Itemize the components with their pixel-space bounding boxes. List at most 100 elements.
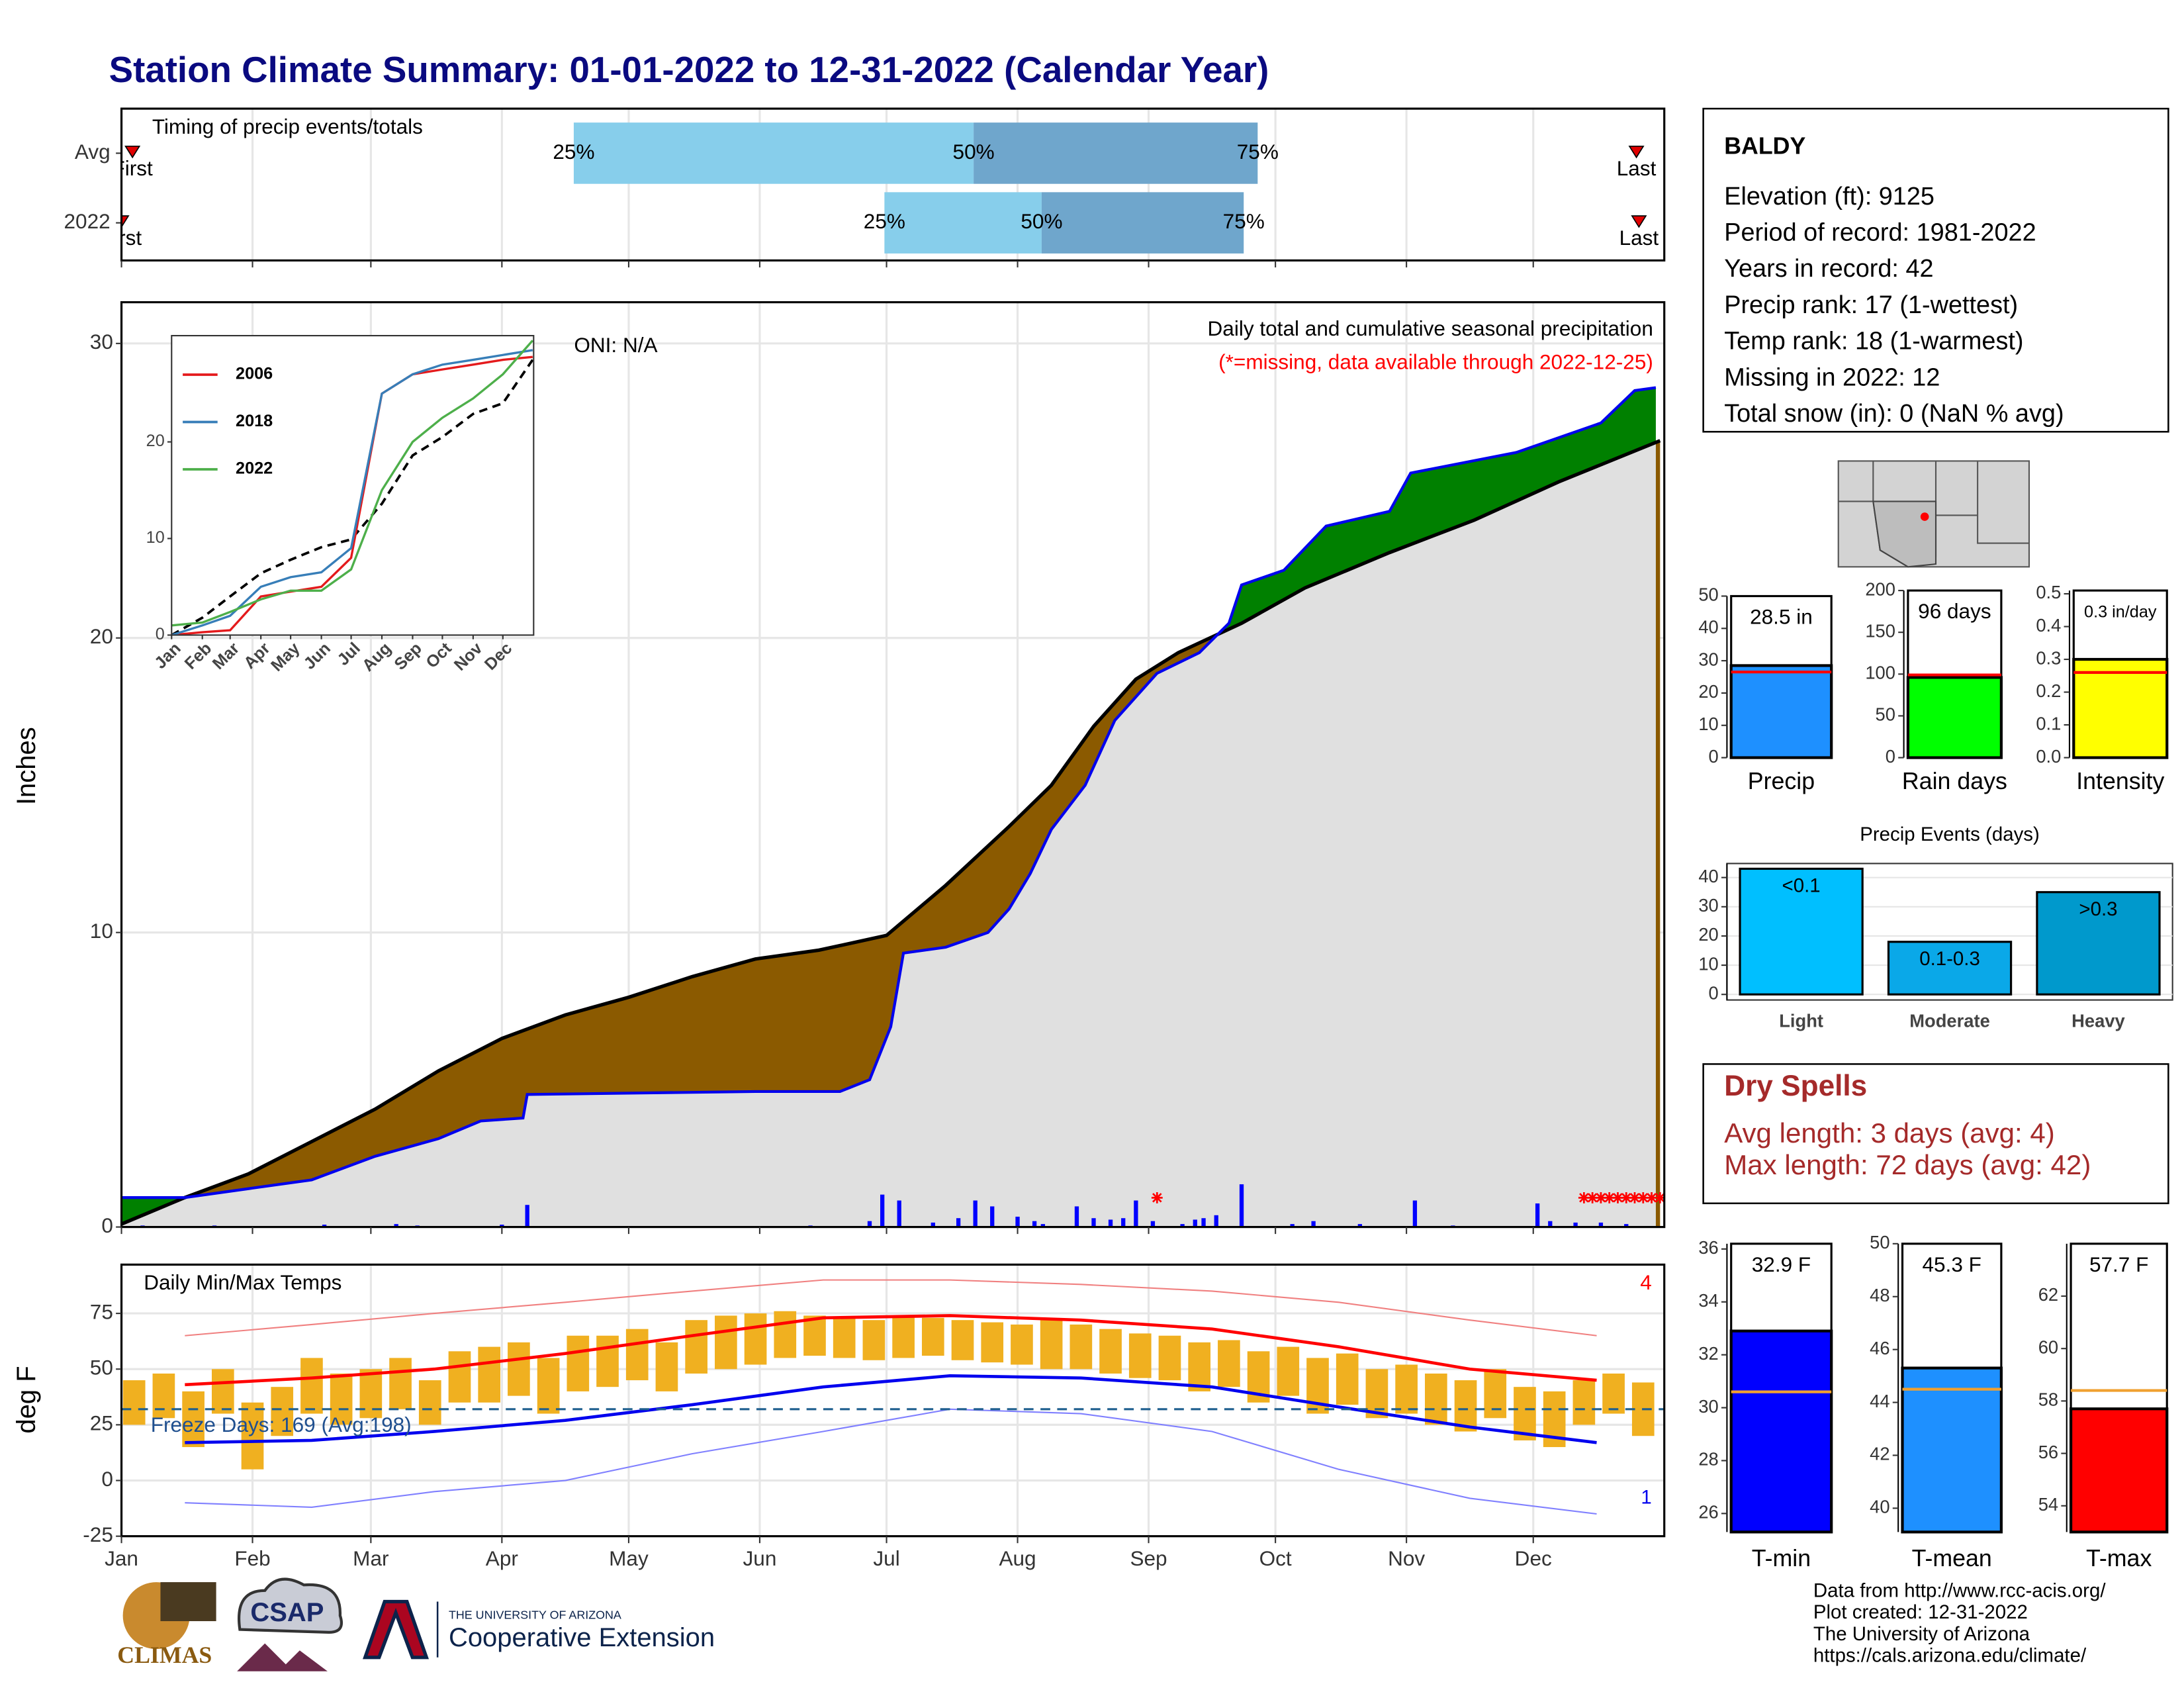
station-line: Years in record: 42 bbox=[1724, 255, 1933, 283]
daily-precip-bar bbox=[1357, 1224, 1363, 1227]
daily-precip-bar bbox=[1074, 1206, 1079, 1227]
logos: CLIMAS CSAP THE UNIVERSITY OF ARIZONA Co… bbox=[117, 1577, 715, 1671]
value-box bbox=[2070, 1243, 2168, 1410]
daily-temp-bar bbox=[744, 1313, 767, 1365]
y-tick-label: 60 bbox=[2038, 1336, 2058, 1357]
daily-temp-bar bbox=[1158, 1335, 1181, 1381]
daily-precip-bar bbox=[1150, 1221, 1156, 1227]
daily-temp-bar bbox=[122, 1380, 146, 1425]
y-tick-label: 20 bbox=[1698, 681, 1718, 702]
daily-precip-bar bbox=[867, 1221, 872, 1227]
daily-temp-bar bbox=[448, 1351, 471, 1403]
normal-line bbox=[185, 1374, 1597, 1444]
missing-marker bbox=[1151, 1192, 1163, 1203]
missing-marker bbox=[1612, 1192, 1623, 1203]
y-tick-label: 100 bbox=[1865, 663, 1895, 683]
event-bar bbox=[1739, 867, 1864, 996]
y-tick-label: 42 bbox=[1870, 1444, 1889, 1464]
station-line: Temp rank: 18 (1-warmest) bbox=[1724, 328, 2023, 355]
timing-marker-label: Last bbox=[1619, 226, 1659, 250]
average-line bbox=[121, 439, 1661, 1226]
ua-name: THE UNIVERSITY OF ARIZONA bbox=[449, 1608, 621, 1621]
x-tick-label: Dec bbox=[1515, 1546, 1552, 1570]
temp-plot bbox=[121, 1279, 1664, 1515]
station-line: Precip rank: 17 (1-wettest) bbox=[1724, 291, 2018, 319]
current-line bbox=[121, 386, 1657, 1199]
y-tick-label: 34 bbox=[1698, 1290, 1718, 1311]
y-tick-label: 30 bbox=[1698, 895, 1718, 915]
value-bar bbox=[2072, 657, 2169, 759]
y-tick-label: 44 bbox=[1870, 1391, 1889, 1411]
daily-temp-bar bbox=[655, 1342, 678, 1391]
y-tick-label: 0.2 bbox=[2036, 680, 2061, 701]
row-label: 2022 bbox=[64, 209, 111, 233]
daily-precip-bar bbox=[322, 1225, 327, 1227]
daily-precip-bar bbox=[1108, 1219, 1113, 1227]
ua-a bbox=[363, 1599, 430, 1660]
dry-spell-line: Max length: 72 days (avg: 42) bbox=[1724, 1149, 2091, 1180]
y-tick-label: 30 bbox=[1698, 649, 1718, 669]
daily-temp-bar bbox=[1188, 1342, 1211, 1391]
y-tick-label: 0.3 bbox=[2036, 647, 2061, 668]
daily-temp-bar bbox=[389, 1358, 412, 1409]
x-label: Rain days bbox=[1902, 768, 2007, 794]
events-title: Precip Events (days) bbox=[1860, 823, 2040, 845]
page-title: Station Climate Summary: 01-01-2022 to 1… bbox=[109, 49, 1269, 90]
x-tick-label: Sep bbox=[1130, 1546, 1167, 1570]
dry-spells-title: Dry Spells bbox=[1724, 1070, 1867, 1102]
quantile-bar bbox=[573, 122, 974, 184]
y-tick-label: 20 bbox=[90, 624, 113, 648]
x-tick-label: Moderate bbox=[1909, 1011, 1990, 1031]
y-tick-label: 75 bbox=[90, 1299, 113, 1323]
missing-marker bbox=[1595, 1192, 1607, 1203]
timing-title: Timing of precip events/totals bbox=[152, 115, 423, 138]
timing-plot: 25% 50% 75% First Last 25% 50% 75% First Last bbox=[121, 122, 1659, 254]
daily-temp-bar bbox=[1484, 1369, 1507, 1419]
daily-precip-bar bbox=[1040, 1224, 1046, 1227]
daily-precip-bar bbox=[1239, 1184, 1244, 1227]
daily-precip-bar bbox=[990, 1206, 995, 1227]
value-box bbox=[1730, 594, 1833, 667]
daily-temp-bar bbox=[478, 1346, 501, 1403]
x-tick-label: Apr bbox=[486, 1546, 518, 1570]
y-tick-label: 0 bbox=[1709, 982, 1719, 1003]
y-tick-label: 50 bbox=[1698, 585, 1718, 605]
value-bar bbox=[2069, 1407, 2169, 1534]
y-tick-label: 48 bbox=[1870, 1285, 1889, 1305]
y-tick-label: 40 bbox=[1870, 1497, 1889, 1517]
daily-precip-bar bbox=[1624, 1224, 1629, 1227]
daily-precip-bar bbox=[880, 1194, 885, 1227]
dry-spell-line: Avg length: 3 days (avg: 4) bbox=[1724, 1117, 2055, 1149]
x-label: T-mean bbox=[1912, 1545, 1992, 1571]
location-map bbox=[1837, 460, 2030, 568]
daily-precip-bar bbox=[1032, 1221, 1037, 1227]
daily-temp-bar bbox=[508, 1342, 530, 1396]
footer-line: Data from http://www.rcc-acis.org/ bbox=[1813, 1580, 2106, 1602]
daily-temp-bar bbox=[152, 1373, 175, 1419]
daily-temp-bar bbox=[951, 1320, 974, 1360]
daily-temp-bar bbox=[241, 1402, 264, 1470]
freeze-label: Freeze Days: 169 (Avg:198) bbox=[151, 1413, 412, 1436]
quantile-label: 75% bbox=[1223, 209, 1265, 233]
daily-precip-bar bbox=[1412, 1200, 1418, 1227]
quantile-bar bbox=[884, 192, 1042, 254]
daily-temp-bar bbox=[1069, 1324, 1093, 1370]
y-tick-label: 54 bbox=[2038, 1494, 2058, 1515]
y-tick-label: 26 bbox=[1698, 1502, 1718, 1523]
x-label: T-min bbox=[1752, 1545, 1811, 1571]
y-tick-label: 0 bbox=[1886, 746, 1895, 767]
climas-logo-block bbox=[160, 1582, 216, 1622]
legend-label: 2018 bbox=[236, 412, 273, 430]
y-axis-label: Inches bbox=[12, 727, 41, 805]
daily-temp-bar bbox=[330, 1373, 353, 1425]
footer-line: Plot created: 12-31-2022 bbox=[1813, 1601, 2028, 1623]
inset-frame bbox=[171, 335, 535, 636]
y-tick-label: 50 bbox=[1876, 704, 1895, 725]
event-bar bbox=[2036, 891, 2161, 996]
x-tick-label: Jan bbox=[105, 1546, 138, 1570]
y-tick-label: 36 bbox=[1698, 1237, 1718, 1258]
legend-label: 2022 bbox=[236, 459, 273, 478]
y-tick-label: 46 bbox=[1870, 1338, 1889, 1358]
daily-precip-bar bbox=[956, 1218, 961, 1227]
daily-temp-bar bbox=[1425, 1373, 1447, 1425]
